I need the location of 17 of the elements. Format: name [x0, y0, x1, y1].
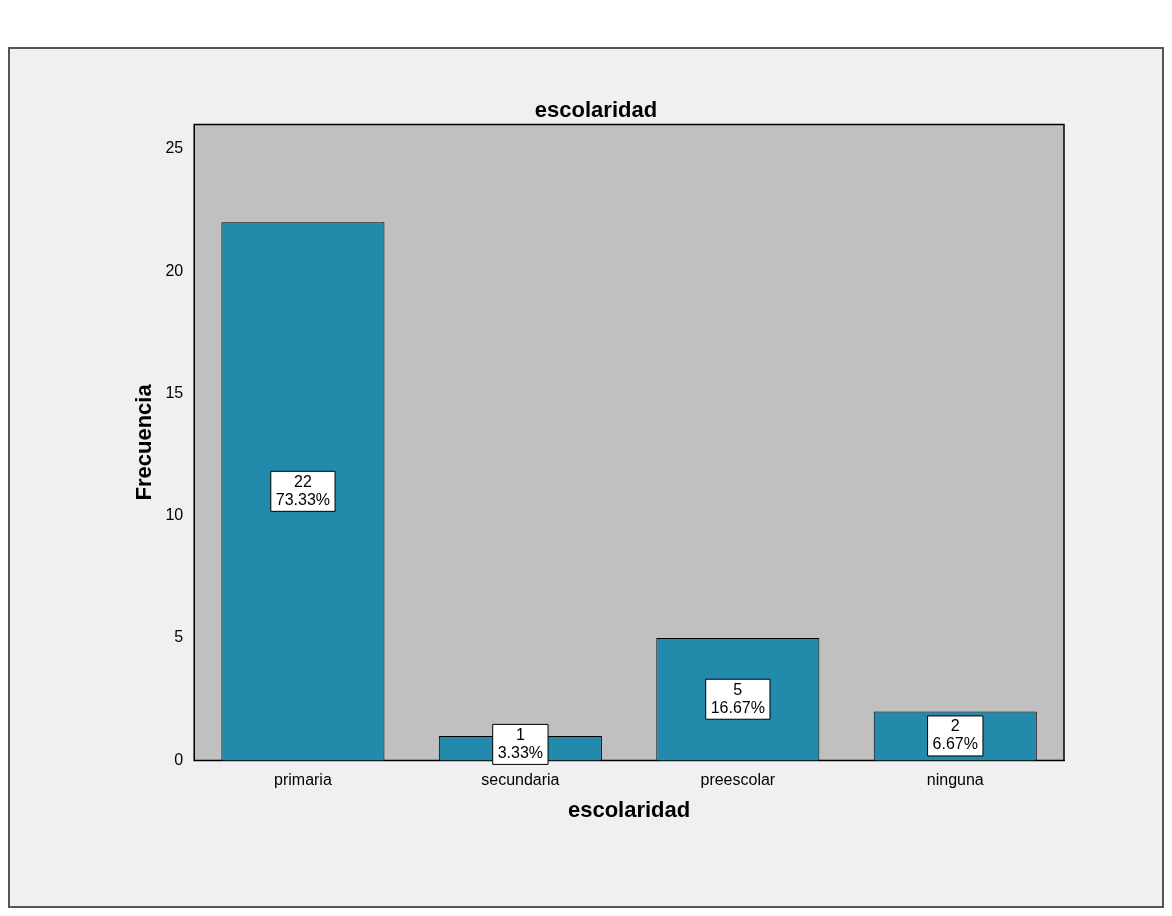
data-label: 2 6.67% — [932, 717, 978, 753]
data-label: 1 3.33% — [497, 725, 544, 761]
x-axis-title: escolaridad — [567, 796, 691, 822]
y-tick-label: 10 — [165, 506, 184, 524]
chart-title: escolaridad — [534, 97, 658, 123]
y-tick-label: 20 — [165, 261, 184, 279]
data-label: 5 16.67% — [710, 680, 765, 716]
x-tick-label: primaria — [274, 771, 332, 789]
x-tick-label: preescolar — [700, 771, 776, 789]
y-axis-title: Frecuencia — [131, 383, 157, 501]
y-tick-label: 0 — [174, 750, 184, 768]
y-tick-label: 15 — [165, 383, 184, 401]
y-tick-label: 5 — [174, 628, 184, 646]
x-tick-label: ninguna — [926, 771, 984, 789]
y-tick-label: 25 — [165, 139, 184, 157]
x-tick-label: secundaria — [481, 771, 560, 789]
data-label: 22 73.33% — [275, 472, 331, 508]
